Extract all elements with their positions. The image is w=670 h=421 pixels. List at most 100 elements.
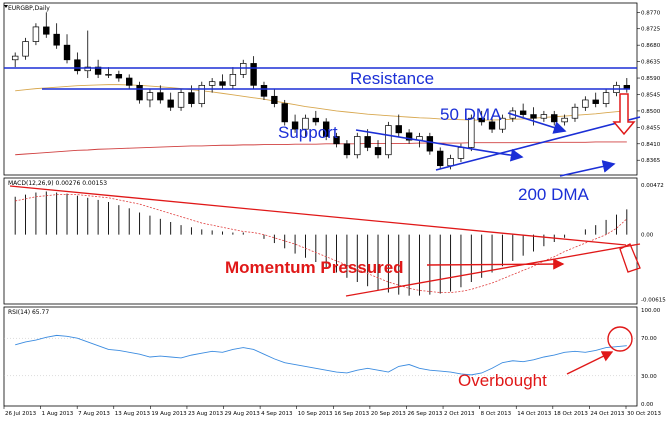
candle-body [105,74,112,76]
candle-body [198,84,205,104]
candle-body [385,125,392,156]
candle-body [333,136,340,145]
candle-body [136,84,143,101]
time-tick-label: 13 Aug 2013 [115,411,151,417]
macd-lower-trend [345,243,641,297]
dma50-label: 50 DMA [440,105,502,124]
candle-body [592,99,599,104]
candle-body [488,121,496,130]
time-tick-label: 19 Aug 2013 [151,411,187,417]
red-down-arrow [612,93,636,136]
price-tick-label: 0.8410 [641,142,661,148]
candle-body [84,66,91,72]
time-tick-label: 7 Aug 2013 [78,411,110,417]
candle-body [188,92,195,104]
support-label: Support [278,123,338,142]
candle-body [457,147,465,159]
rsi-axis: 100.00 70.00 30.00 0.00 [641,308,661,408]
candlesticks [11,12,631,170]
momentum-label: Momentum Pressured [225,258,404,277]
time-tick-label: 14 Oct 2013 [517,411,552,417]
candle-body [208,81,216,86]
dma200-label: 200 DMA [518,185,590,204]
candle-body [374,147,382,156]
candle-body [281,103,288,123]
time-tick-label: 4 Sep 2013 [261,411,293,417]
candle-body [405,132,413,141]
overbought-arrow [566,351,614,375]
price-tick-label: 0.8770 [641,10,661,16]
macd-wedge-marker [619,243,641,273]
candle-body [94,66,102,75]
macd-axis: 0.00472 0.00 -0.00615 [641,183,666,303]
candle-body [499,117,506,130]
overbought-label: Overbought [458,371,547,390]
candle-body [354,136,361,156]
candle-body [302,117,309,130]
time-tick-label: 20 Sep 2013 [371,411,406,417]
time-tick-label: 10 Sep 2013 [298,411,333,417]
candle-body [22,41,29,57]
candle-body [53,33,60,46]
gridlines [4,337,637,377]
time-axis: 26 Jul 2013 1 Aug 2013 7 Aug 2013 13 Aug 20… [3,406,662,417]
macd-histogram [14,191,628,296]
price-axis: 0.8770 0.8725 0.8680 0.8635 0.8590 0.8545 0.85… [637,10,661,164]
rsi-label: RSI(14) 65.77 [8,309,49,316]
time-tick-label: 8 Oct 2013 [481,411,512,417]
candle-body [519,110,527,115]
candle-body [11,55,19,61]
price-tick-label: 0.8725 [641,27,661,33]
price-tick-label: 0.8590 [641,76,661,82]
rsi-tick-label: 0.00 [641,402,654,408]
overbought-circle [607,326,633,352]
candle-body [602,92,610,104]
rsi-tick-label: 100.00 [641,308,661,314]
candle-body [146,92,154,101]
candle-body [291,121,299,130]
candle-body [468,117,475,148]
candle-body [561,117,568,123]
candle-body [530,114,537,119]
candle-body [582,99,589,108]
candle-body [115,74,123,79]
candle-body [551,114,558,123]
candle-body [177,92,185,108]
candle-body [540,114,548,119]
window-menu-icon[interactable] [4,5,8,8]
time-tick-label: 18 Oct 2013 [554,411,589,417]
candle-body [364,136,371,148]
price-tick-label: 0.8635 [641,60,661,66]
support-trendline [435,116,641,171]
rsi-panel [3,306,638,407]
candle-body [426,136,434,152]
candle-body [219,81,226,86]
macd-upper-trend [9,185,627,246]
candle-body [126,77,133,86]
momentum-arrow [426,258,565,270]
candle-body [322,121,330,137]
price-tick-label: 0.8365 [641,158,661,164]
candle-body [43,26,50,35]
rsi-tick-label: 70.00 [641,336,657,342]
time-tick-label: 30 Oct 2013 [627,411,662,417]
time-tick-label: 26 Sep 2013 [407,411,442,417]
macd-signal-line [15,194,628,293]
candle-body [312,117,320,123]
time-tick-label: 29 Aug 2013 [225,411,261,417]
candle-body [157,92,164,101]
candle-body [437,150,444,167]
time-tick-label: 24 Oct 2013 [590,411,625,417]
price-tick-label: 0.8680 [641,43,661,49]
candle-body [63,44,71,61]
symbol-label: EURGBP,Daily [8,5,50,12]
candle-body [229,74,237,86]
macd-tick-label: 0.00 [641,233,654,239]
candle-body [74,59,81,72]
candle-body [240,63,247,75]
dma50-arrow [507,112,567,134]
time-tick-label: 16 Sep 2013 [334,411,369,417]
candle-body [395,125,402,134]
price-tick-label: 0.8500 [641,109,661,115]
